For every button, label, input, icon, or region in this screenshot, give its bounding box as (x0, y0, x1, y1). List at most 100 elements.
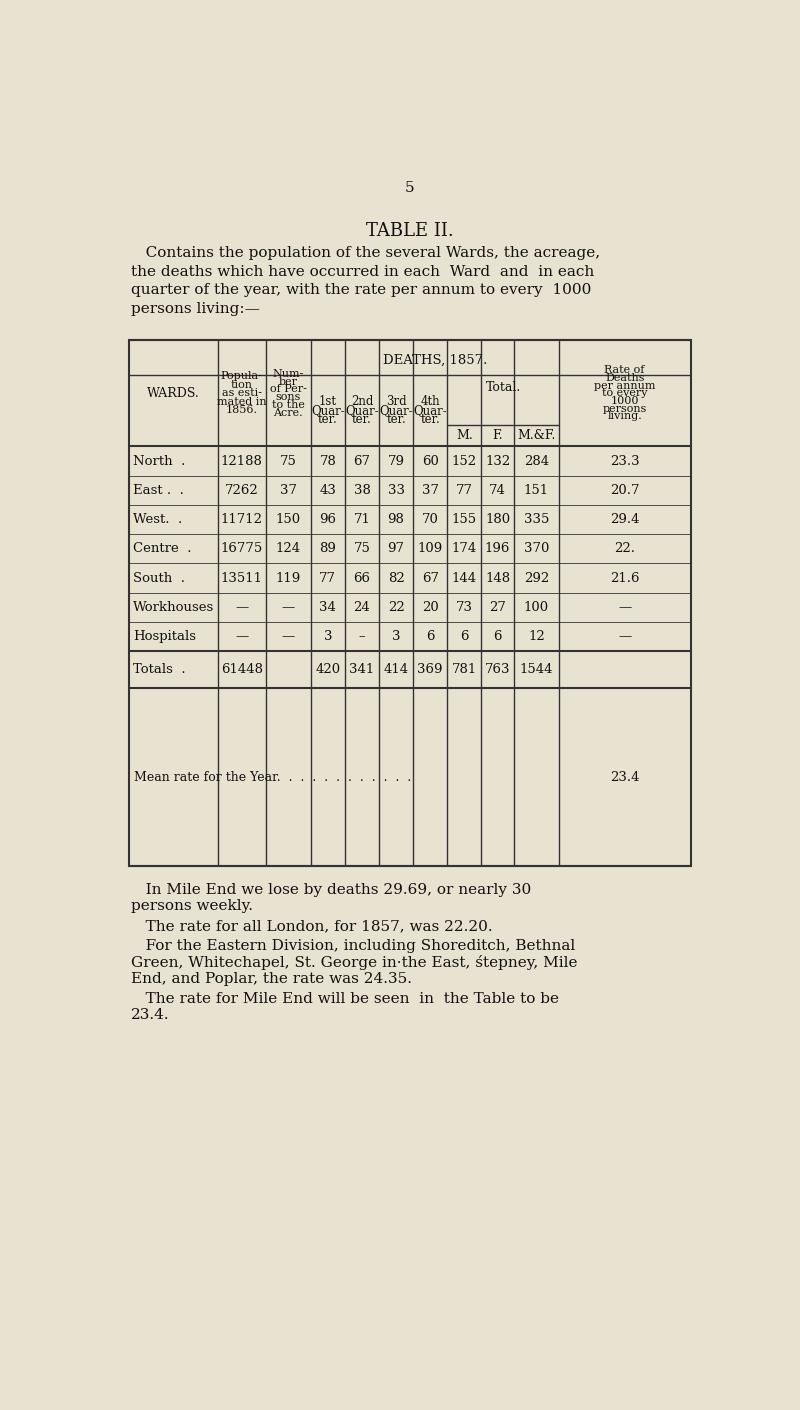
Text: to every: to every (602, 388, 647, 398)
Text: sons: sons (276, 392, 301, 402)
Text: Workhouses: Workhouses (134, 601, 214, 613)
Text: 180: 180 (485, 513, 510, 526)
Text: 3: 3 (392, 630, 400, 643)
Text: 34: 34 (319, 601, 336, 613)
Text: mated in: mated in (217, 396, 266, 406)
Text: 763: 763 (485, 663, 510, 677)
Text: Quar-: Quar- (345, 405, 379, 417)
Text: 79: 79 (387, 454, 405, 468)
Text: End, and Poplar, the rate was 24.35.: End, and Poplar, the rate was 24.35. (131, 971, 412, 986)
Text: persons living:—: persons living:— (131, 302, 260, 316)
Text: 151: 151 (524, 484, 549, 496)
Text: 150: 150 (276, 513, 301, 526)
Text: 70: 70 (422, 513, 438, 526)
Text: –: – (358, 630, 366, 643)
Text: 22.: 22. (614, 543, 635, 556)
Text: Quar-: Quar- (311, 405, 345, 417)
Text: ter.: ter. (352, 413, 372, 426)
Text: 89: 89 (319, 543, 336, 556)
Text: 71: 71 (354, 513, 370, 526)
Text: 144: 144 (452, 571, 477, 585)
Text: 5: 5 (405, 180, 415, 195)
Text: 24: 24 (354, 601, 370, 613)
Text: —: — (282, 601, 295, 613)
Text: as esti-: as esti- (222, 388, 262, 398)
Text: Num-: Num- (273, 369, 304, 379)
Text: North  .: North . (134, 454, 186, 468)
Text: 98: 98 (388, 513, 405, 526)
Text: 37: 37 (422, 484, 438, 496)
Text: 33: 33 (387, 484, 405, 496)
Text: DEATHS, 1857.: DEATHS, 1857. (382, 354, 487, 367)
Text: 119: 119 (276, 571, 301, 585)
Text: ter.: ter. (386, 413, 406, 426)
Text: Totals  .: Totals . (134, 663, 186, 677)
Text: Popula-: Popula- (221, 371, 262, 381)
Text: 96: 96 (319, 513, 336, 526)
Text: ter.: ter. (420, 413, 440, 426)
Text: 77: 77 (456, 484, 473, 496)
Text: Quar-: Quar- (379, 405, 413, 417)
Text: 132: 132 (485, 454, 510, 468)
Text: 21.6: 21.6 (610, 571, 639, 585)
Text: per annum: per annum (594, 381, 655, 391)
Text: For the Eastern Division, including Shoreditch, Bethnal: For the Eastern Division, including Shor… (131, 939, 575, 953)
Text: 369: 369 (418, 663, 443, 677)
Text: 13511: 13511 (221, 571, 263, 585)
Text: 29.4: 29.4 (610, 513, 639, 526)
Text: Hospitals: Hospitals (134, 630, 196, 643)
Text: 100: 100 (524, 601, 549, 613)
Text: 3rd: 3rd (386, 395, 406, 407)
Text: 292: 292 (524, 571, 549, 585)
Text: 73: 73 (456, 601, 473, 613)
Text: The rate for Mile End will be seen  in  the Table to be: The rate for Mile End will be seen in th… (131, 991, 559, 1005)
Text: 60: 60 (422, 454, 438, 468)
Text: East .  .: East . . (134, 484, 184, 496)
Text: WARDS.: WARDS. (147, 386, 200, 400)
Text: persons: persons (602, 403, 647, 413)
Text: 414: 414 (383, 663, 409, 677)
Text: Total.: Total. (486, 381, 521, 393)
Text: quarter of the year, with the rate per annum to every  1000: quarter of the year, with the rate per a… (131, 283, 591, 298)
Text: 75: 75 (354, 543, 370, 556)
Text: 196: 196 (485, 543, 510, 556)
Text: 37: 37 (280, 484, 297, 496)
Bar (130, 340, 690, 866)
Text: In Mile End we lose by deaths 29.69, or nearly 30: In Mile End we lose by deaths 29.69, or … (131, 883, 531, 897)
Text: 67: 67 (422, 571, 438, 585)
Text: —: — (235, 601, 249, 613)
Text: 12: 12 (528, 630, 545, 643)
Text: living.: living. (607, 412, 642, 422)
Text: 23.4.: 23.4. (131, 1008, 170, 1022)
Text: 1856.: 1856. (226, 405, 258, 415)
Text: ter.: ter. (318, 413, 338, 426)
Text: Mean rate for the Year.  .  .  .  .  .  .  .  .  .  .  .: Mean rate for the Year. . . . . . . . . … (134, 771, 411, 784)
Text: The rate for all London, for 1857, was 22.20.: The rate for all London, for 1857, was 2… (131, 919, 493, 933)
Text: 109: 109 (418, 543, 442, 556)
Text: 97: 97 (387, 543, 405, 556)
Text: 1000: 1000 (610, 396, 639, 406)
Text: 124: 124 (276, 543, 301, 556)
Text: 77: 77 (319, 571, 336, 585)
Text: 148: 148 (485, 571, 510, 585)
Text: 420: 420 (315, 663, 341, 677)
Text: 11712: 11712 (221, 513, 263, 526)
Text: persons weekly.: persons weekly. (131, 900, 253, 914)
Text: tion: tion (231, 379, 253, 389)
Text: F.: F. (492, 429, 503, 443)
Text: South  .: South . (134, 571, 186, 585)
Text: Quar-: Quar- (414, 405, 447, 417)
Text: M.&F.: M.&F. (517, 429, 555, 443)
Text: 43: 43 (319, 484, 336, 496)
Text: 67: 67 (354, 454, 370, 468)
Text: M.: M. (456, 429, 473, 443)
Text: 1st: 1st (319, 395, 337, 407)
Text: 78: 78 (319, 454, 336, 468)
Text: Centre  .: Centre . (134, 543, 192, 556)
Text: 3: 3 (323, 630, 332, 643)
Text: Acre.: Acre. (274, 407, 303, 417)
Text: 23.3: 23.3 (610, 454, 639, 468)
Text: 6: 6 (494, 630, 502, 643)
Text: 38: 38 (354, 484, 370, 496)
Text: Rate of: Rate of (605, 365, 645, 375)
